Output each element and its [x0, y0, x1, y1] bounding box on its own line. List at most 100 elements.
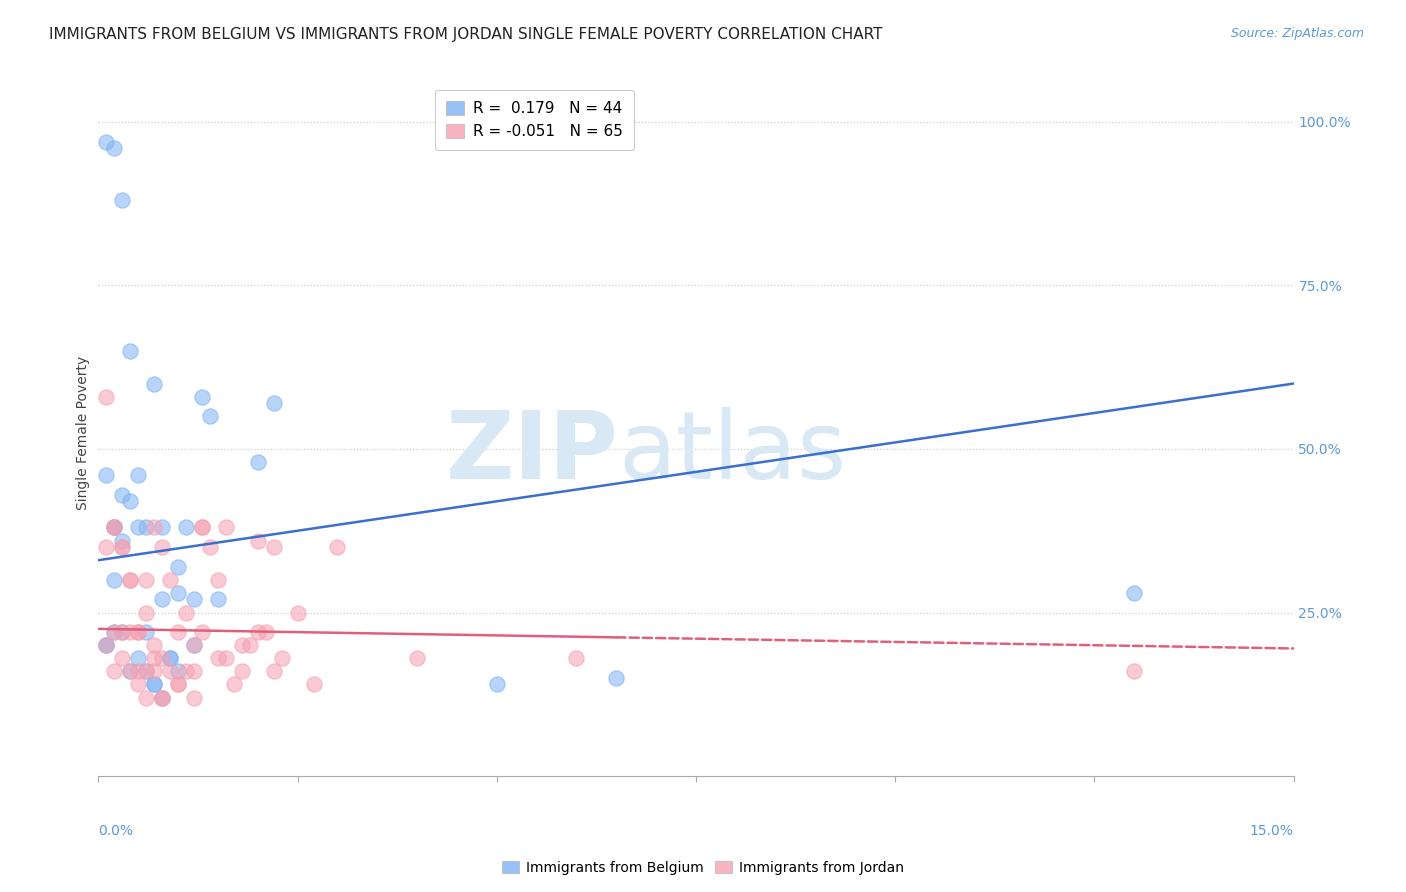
Point: [207, 592, 229, 607]
Point: [167, 625, 190, 640]
Point: [120, 494, 142, 508]
Point: [167, 586, 190, 600]
Point: [191, 390, 214, 404]
Point: [150, 690, 173, 705]
Point: [198, 409, 221, 424]
Point: [143, 520, 166, 534]
Point: [565, 651, 588, 665]
Point: [143, 651, 166, 665]
Point: [127, 651, 149, 665]
Y-axis label: Single Female Poverty: Single Female Poverty: [76, 356, 90, 509]
Point: [222, 677, 245, 691]
Point: [127, 468, 149, 483]
Point: [96, 540, 118, 554]
Point: [191, 520, 214, 534]
Point: [135, 606, 157, 620]
Point: [143, 677, 166, 691]
Point: [150, 520, 173, 534]
Point: [103, 520, 125, 534]
Point: [135, 665, 157, 679]
Point: [150, 592, 173, 607]
Point: [127, 520, 149, 534]
Point: [191, 625, 214, 640]
Point: [135, 520, 157, 534]
Point: [270, 651, 292, 665]
Legend: R =  0.179   N = 44, R = -0.051   N = 65: R = 0.179 N = 44, R = -0.051 N = 65: [436, 90, 634, 150]
Point: [239, 638, 262, 652]
Point: [215, 651, 238, 665]
Point: [96, 638, 118, 652]
Text: IMMIGRANTS FROM BELGIUM VS IMMIGRANTS FROM JORDAN SINGLE FEMALE POVERTY CORRELAT: IMMIGRANTS FROM BELGIUM VS IMMIGRANTS FR…: [49, 27, 883, 42]
Point: [103, 625, 125, 640]
Point: [231, 665, 253, 679]
Point: [96, 135, 118, 149]
Point: [150, 651, 173, 665]
Point: [183, 665, 205, 679]
Point: [120, 625, 142, 640]
Point: [254, 625, 277, 640]
Text: ZIP: ZIP: [446, 408, 619, 500]
Point: [191, 520, 214, 534]
Point: [96, 468, 118, 483]
Point: [120, 665, 142, 679]
Point: [103, 625, 125, 640]
Point: [198, 540, 221, 554]
Point: [96, 390, 118, 404]
Point: [120, 573, 142, 587]
Point: [326, 540, 349, 554]
Point: [263, 665, 285, 679]
Point: [150, 690, 173, 705]
Point: [231, 638, 253, 652]
Point: [174, 606, 197, 620]
Point: [246, 533, 269, 548]
Point: [111, 625, 134, 640]
Point: [159, 651, 181, 665]
Point: [159, 665, 181, 679]
Point: [1123, 665, 1146, 679]
Legend: Immigrants from Belgium, Immigrants from Jordan: Immigrants from Belgium, Immigrants from…: [496, 855, 910, 880]
Point: [127, 677, 149, 691]
Point: [120, 665, 142, 679]
Point: [150, 540, 173, 554]
Point: [246, 455, 269, 469]
Point: [135, 625, 157, 640]
Point: [215, 520, 238, 534]
Point: [103, 665, 125, 679]
Point: [183, 592, 205, 607]
Point: [406, 651, 429, 665]
Point: [263, 540, 285, 554]
Point: [111, 540, 134, 554]
Point: [96, 638, 118, 652]
Point: [103, 141, 125, 155]
Point: [111, 625, 134, 640]
Point: [246, 625, 269, 640]
Text: Source: ZipAtlas.com: Source: ZipAtlas.com: [1230, 27, 1364, 40]
Point: [159, 573, 181, 587]
Point: [111, 533, 134, 548]
Point: [605, 671, 627, 685]
Point: [120, 573, 142, 587]
Point: [111, 651, 134, 665]
Point: [183, 690, 205, 705]
Point: [174, 520, 197, 534]
Point: [103, 573, 125, 587]
Point: [103, 520, 125, 534]
Text: 0.0%: 0.0%: [98, 824, 134, 838]
Point: [127, 625, 149, 640]
Point: [167, 559, 190, 574]
Text: atlas: atlas: [619, 408, 846, 500]
Point: [1123, 586, 1146, 600]
Point: [143, 638, 166, 652]
Point: [183, 638, 205, 652]
Point: [135, 690, 157, 705]
Text: 15.0%: 15.0%: [1250, 824, 1294, 838]
Point: [111, 540, 134, 554]
Point: [103, 520, 125, 534]
Point: [159, 651, 181, 665]
Point: [111, 488, 134, 502]
Point: [174, 665, 197, 679]
Point: [111, 194, 134, 208]
Point: [143, 665, 166, 679]
Point: [207, 651, 229, 665]
Point: [287, 606, 309, 620]
